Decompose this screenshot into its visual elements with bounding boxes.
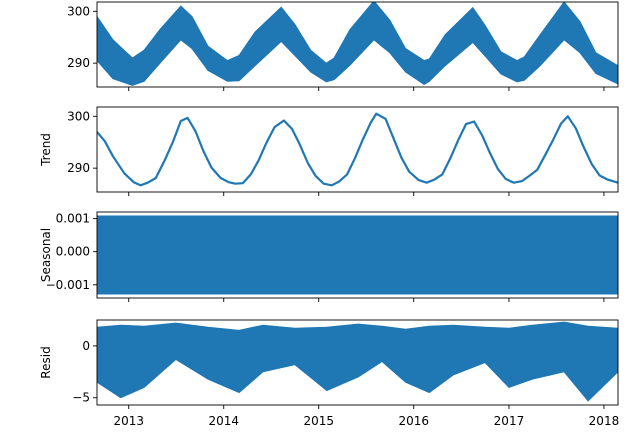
observed-y-tick-label: 300 bbox=[67, 4, 90, 18]
seasonal-plot-area bbox=[97, 215, 618, 295]
panel-observed: 290 300 bbox=[67, 1, 619, 91]
x-tick-label: 2015 bbox=[303, 414, 334, 428]
x-tick-label: 2013 bbox=[113, 414, 144, 428]
resid-band bbox=[97, 321, 618, 402]
x-tick-label: 2018 bbox=[589, 414, 620, 428]
trend-y-tick-label: 290 bbox=[67, 161, 90, 175]
resid-y-axis-label: Resid bbox=[39, 346, 53, 378]
x-tick-label: 2014 bbox=[208, 414, 239, 428]
trend-y-tick-label: 300 bbox=[67, 109, 90, 123]
resid-axes-frame bbox=[96, 319, 619, 406]
observed-axes-frame bbox=[96, 1, 619, 88]
resid-y-tick-label: −5 bbox=[72, 391, 90, 405]
x-tick-label: 2016 bbox=[398, 414, 429, 428]
seasonal-y-tick-label: −0.001 bbox=[46, 278, 90, 292]
trend-plot-area bbox=[97, 112, 618, 187]
seasonal-y-tick-label: 0.001 bbox=[56, 212, 90, 226]
panel-resid: −5 0 2013 2014 2015 2016 2017 2018 Resid bbox=[39, 319, 620, 428]
seasonal-y-tick-label: 0.000 bbox=[56, 245, 90, 259]
observed-band bbox=[97, 2, 618, 86]
resid-y-tick-label: 0 bbox=[82, 339, 90, 353]
observed-series-line bbox=[97, 20, 618, 76]
seasonal-band bbox=[97, 215, 618, 295]
seasonal-axes-frame bbox=[96, 211, 619, 299]
resid-plot-area bbox=[97, 321, 618, 402]
observed-y-tick-label: 290 bbox=[67, 56, 90, 70]
x-tick-label: 2017 bbox=[494, 414, 525, 428]
seasonal-y-axis-label: Seasonal bbox=[39, 228, 53, 282]
panel-trend: 290 300 Trend bbox=[39, 106, 619, 196]
trend-series-line bbox=[97, 112, 618, 187]
observed-plot-area bbox=[97, 2, 618, 86]
trend-axes-frame bbox=[96, 106, 619, 193]
trend-y-axis-label: Trend bbox=[39, 133, 53, 167]
